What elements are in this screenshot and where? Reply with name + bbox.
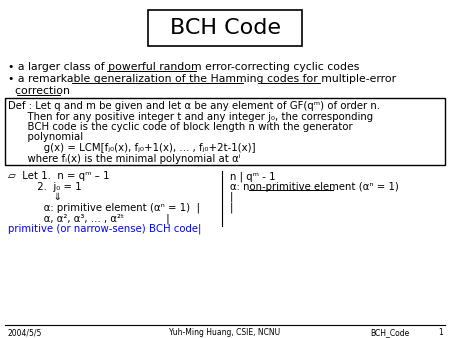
Text: correction: correction <box>8 86 70 96</box>
FancyBboxPatch shape <box>5 98 445 165</box>
Text: • a larger class of powerful random error-correcting cyclic codes: • a larger class of powerful random erro… <box>8 62 360 72</box>
Text: 2004/5/5: 2004/5/5 <box>8 328 42 337</box>
Text: BCH_Code: BCH_Code <box>370 328 409 337</box>
Text: polynomial: polynomial <box>8 132 83 143</box>
Text: • a remarkable generalization of the Hamming codes for multiple-error: • a remarkable generalization of the Ham… <box>8 74 396 84</box>
Text: n | qᵐ - 1: n | qᵐ - 1 <box>230 171 275 182</box>
Text: Then for any positive integer t and any integer j₀, the corresponding: Then for any positive integer t and any … <box>8 112 373 121</box>
Text: Yuh-Ming Huang, CSIE, NCNU: Yuh-Ming Huang, CSIE, NCNU <box>170 328 280 337</box>
Text: BCH code is the cyclic code of block length n with the generator: BCH code is the cyclic code of block len… <box>8 122 353 132</box>
Text: α: primitive element (αⁿ = 1)  |: α: primitive element (αⁿ = 1) | <box>8 202 200 213</box>
Text: |: | <box>230 202 234 213</box>
Text: where fᵢ(x) is the minimal polynomial at αⁱ: where fᵢ(x) is the minimal polynomial at… <box>8 153 241 164</box>
Text: BCH Code: BCH Code <box>170 18 280 38</box>
Text: ⇓: ⇓ <box>8 192 62 202</box>
Text: α, α², α³, … , α²ᵗ             |: α, α², α³, … , α²ᵗ | <box>8 213 170 223</box>
FancyBboxPatch shape <box>148 10 302 46</box>
Text: ▱  Let 1.  n = qᵐ – 1: ▱ Let 1. n = qᵐ – 1 <box>8 171 109 181</box>
Text: Def : Let q and m be given and let α be any element of GF(qᵐ) of order n.: Def : Let q and m be given and let α be … <box>8 101 380 111</box>
Text: |: | <box>230 192 234 202</box>
Text: α: non-primitive element (αⁿ = 1): α: non-primitive element (αⁿ = 1) <box>230 182 399 192</box>
Text: 1: 1 <box>438 328 443 337</box>
Text: g(x) = LCM[fⱼ₀(x), fⱼ₀+1(x), … , fⱼ₀+2t-1(x)]: g(x) = LCM[fⱼ₀(x), fⱼ₀+1(x), … , fⱼ₀+2t-… <box>8 143 256 153</box>
Text: primitive (or narrow-sense) BCH code|: primitive (or narrow-sense) BCH code| <box>8 223 202 234</box>
Text: 2.  j₀ = 1: 2. j₀ = 1 <box>8 182 81 192</box>
